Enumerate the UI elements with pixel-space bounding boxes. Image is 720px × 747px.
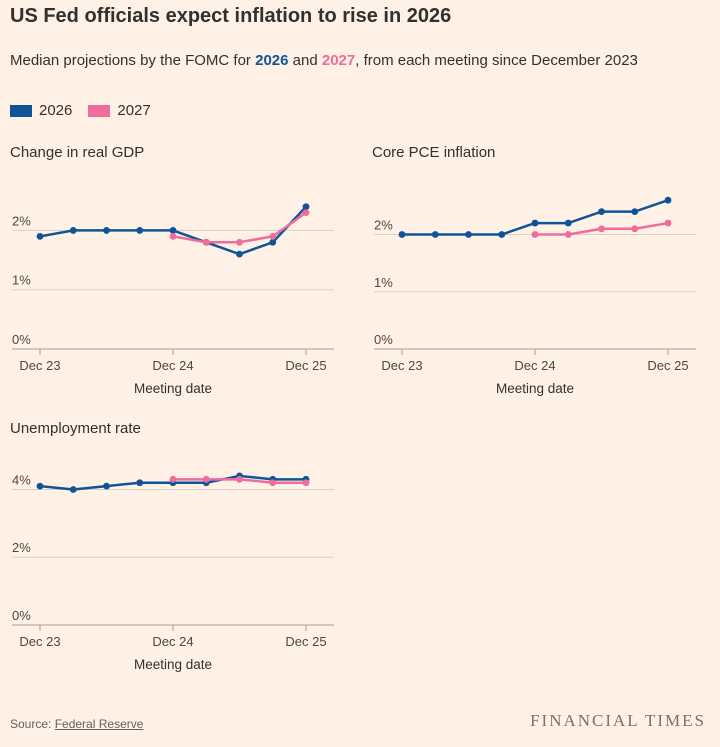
- legend-item-2026: 2026: [10, 102, 72, 119]
- x-tick-label: Dec 23: [381, 358, 422, 373]
- series-marker-2027: [169, 475, 177, 483]
- subtitle-year-2027: 2027: [321, 52, 356, 69]
- y-tick-label: 1%: [374, 275, 393, 290]
- legend-label-2027: 2027: [117, 102, 151, 119]
- y-tick-label: 0%: [12, 332, 31, 347]
- chart-core-pce: Core PCE inflation 0% 1% 2% Dec 23 Dec 24 Dec…: [372, 144, 704, 409]
- series-marker-2027: [169, 232, 177, 240]
- series-marker-2026: [498, 231, 506, 238]
- series-marker-2026: [69, 227, 77, 234]
- y-tick-label: 2%: [12, 540, 31, 555]
- series-marker-2026: [136, 227, 144, 234]
- legend-item-2027: 2027: [88, 102, 151, 119]
- source-prefix: Source:: [10, 717, 55, 731]
- subtitle-suffix: , from each meeting since December 2023: [355, 52, 638, 69]
- legend-label-2026: 2026: [39, 102, 73, 119]
- y-tick-label: 1%: [12, 273, 31, 288]
- chart-unemployment-plot: 0% 2% 4% Dec 23 Dec 24 Dec 25 Meeting date: [12, 472, 334, 672]
- series-marker-2026: [236, 250, 243, 258]
- series-marker-2027: [531, 231, 539, 238]
- chart-unemployment: Unemployment rate 0% 2% 4% Dec 23 Dec 24 Dec …: [10, 420, 342, 685]
- x-tick-label: Dec 24: [514, 358, 555, 373]
- series-marker-2026: [398, 231, 406, 238]
- x-tick-label: Dec 25: [285, 358, 326, 373]
- legend-swatch-2027: [88, 104, 111, 117]
- series-marker-2026: [302, 203, 310, 211]
- x-tick-label: Dec 25: [647, 358, 688, 373]
- x-tick-label: Dec 25: [285, 634, 326, 649]
- y-tick-label: 0%: [374, 332, 393, 347]
- subtitle: Median projections by the FOMC for 2026 …: [10, 52, 638, 69]
- y-tick-label: 4%: [12, 472, 31, 487]
- series-marker-2027: [269, 479, 277, 487]
- series-marker-2027: [236, 475, 243, 483]
- x-tick-label: Dec 24: [152, 358, 193, 373]
- ft-wordmark: FINANCIAL TIMES: [530, 711, 706, 730]
- x-tick-label: Dec 23: [19, 634, 60, 649]
- subtitle-year-2026: 2026: [255, 52, 289, 69]
- series-marker-2027: [302, 479, 310, 487]
- series-marker-2026: [598, 208, 605, 216]
- series-marker-2026: [103, 227, 110, 234]
- series-marker-2026: [431, 231, 439, 238]
- chart-title-unemployment: Unemployment rate: [10, 420, 141, 437]
- x-axis-title: Meeting date: [496, 381, 574, 396]
- chart-title-core-pce: Core PCE inflation: [372, 144, 496, 161]
- subtitle-mid: and: [288, 52, 322, 69]
- x-axis-title: Meeting date: [134, 657, 212, 672]
- y-tick-label: 2%: [374, 218, 393, 233]
- series-marker-2026: [664, 196, 672, 204]
- series-marker-2026: [564, 219, 572, 227]
- series-marker-2026: [631, 208, 639, 216]
- x-tick-label: Dec 23: [19, 358, 60, 373]
- series-marker-2026: [69, 486, 77, 493]
- series-marker-2027: [236, 238, 243, 246]
- chart-core-pce-plot: 0% 1% 2% Dec 23 Dec 24 Dec 25 Meeting date: [374, 196, 696, 396]
- series-marker-2026: [36, 482, 44, 490]
- chart-title-real-gdp: Change in real GDP: [10, 144, 145, 161]
- y-tick-label: 2%: [12, 213, 31, 228]
- legend-swatch-2026: [10, 104, 32, 117]
- series-marker-2026: [169, 227, 177, 234]
- series-marker-2027: [631, 225, 639, 233]
- series-marker-2027: [302, 209, 310, 217]
- series-marker-2026: [136, 479, 144, 487]
- page-title: US Fed officials expect inflation to ris…: [10, 5, 452, 27]
- series-marker-2027: [598, 225, 605, 233]
- series-marker-2027: [202, 475, 210, 483]
- subtitle-prefix: Median projections by the FOMC for: [10, 52, 256, 69]
- series-marker-2026: [531, 219, 539, 227]
- x-tick-label: Dec 24: [152, 634, 193, 649]
- series-marker-2026: [103, 482, 110, 490]
- series-marker-2026: [269, 238, 277, 246]
- chart-real-gdp: Change in real GDP 0% 1% 2% Dec 23 Dec 24 Dec…: [10, 144, 342, 409]
- series-marker-2027: [269, 232, 277, 240]
- source-line: Source: Federal Reserve: [10, 717, 143, 731]
- chart-real-gdp-plot: 0% 1% 2% Dec 23 Dec 24 Dec 25 Meeting date: [12, 203, 334, 396]
- series-marker-2027: [564, 231, 572, 238]
- series-marker-2026: [465, 231, 472, 238]
- legend: 2026 2027: [10, 102, 151, 119]
- source-link[interactable]: Federal Reserve: [54, 717, 144, 731]
- series-marker-2026: [36, 232, 44, 240]
- x-axis-title: Meeting date: [134, 381, 212, 396]
- y-tick-label: 0%: [12, 608, 31, 623]
- series-marker-2027: [664, 219, 672, 227]
- series-marker-2027: [202, 238, 210, 246]
